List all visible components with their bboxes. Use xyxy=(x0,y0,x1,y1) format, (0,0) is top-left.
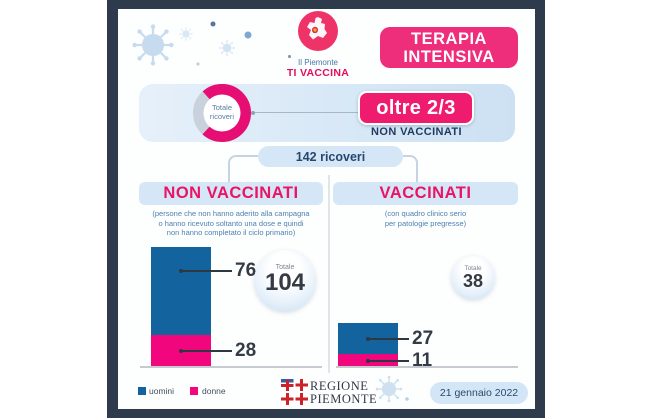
value-uomini-vacc: 27 xyxy=(412,328,434,349)
brand-line1: REGIONE xyxy=(310,379,369,393)
bracket-right xyxy=(403,155,418,184)
callout-line xyxy=(368,338,409,340)
axis-baseline xyxy=(336,366,518,368)
title-badge-line2: INTENSIVA xyxy=(403,47,495,66)
title-badge-line1: TERAPIA xyxy=(411,29,487,48)
legend-swatch-uomini xyxy=(138,387,146,395)
description-line: (con quadro clinico serio xyxy=(384,209,467,218)
total-value: 38 xyxy=(462,271,484,291)
connector-dot xyxy=(251,110,255,115)
description-non-vaccinati: (persone che non hanno aderito alla camp… xyxy=(139,209,323,238)
connector-line xyxy=(253,112,358,113)
virus-footer-icon xyxy=(374,374,409,404)
dot-decoration xyxy=(288,55,291,58)
axis-baseline xyxy=(140,366,322,368)
total-label: Totale xyxy=(464,265,482,272)
description-line: per patologie pregresse) xyxy=(384,218,467,228)
donut-center-label: Totale ricoveri xyxy=(200,103,244,121)
logo-text-line1: Il Piemonte xyxy=(297,58,339,67)
total-badge-vaccinati: Totale 38 xyxy=(451,256,495,300)
column-header-vaccinati: VACCINATI xyxy=(333,182,518,205)
bracket-left xyxy=(228,155,262,184)
total-badge-non-vaccinati: Totale 104 xyxy=(254,250,316,312)
callout-line xyxy=(368,360,409,362)
value-uomini-nonvacc: 76 xyxy=(235,260,257,281)
callout-line xyxy=(181,350,232,352)
virus-decoration-icon xyxy=(131,21,252,67)
total-value: 104 xyxy=(264,269,306,296)
piemonte-logo: Il Piemonte TI VACCINA xyxy=(276,11,360,79)
date-badge: 21 gennaio 2022 xyxy=(430,382,528,404)
description-line: o hanno ricevuto soltanto una dose e qui… xyxy=(158,218,304,228)
highlight-badge: oltre 2/3 xyxy=(358,91,474,125)
donut-label-line1: Totale xyxy=(211,103,232,112)
value-donne-vacc: 11 xyxy=(412,350,433,371)
brand-line2: PIEMONTE xyxy=(310,392,378,406)
value-donne-nonvacc: 28 xyxy=(235,340,257,361)
legend-label-donne: donne xyxy=(202,386,226,396)
description-line: non hanno completato il ciclo primario) xyxy=(166,228,296,237)
card: Il Piemonte TI VACCINA TERAPIA INTENSIVA… xyxy=(118,9,535,409)
logo-text-line2: TI VACCINA xyxy=(286,67,350,79)
title-badge: TERAPIA INTENSIVA xyxy=(380,27,518,68)
regione-piemonte-crest-icon xyxy=(281,379,308,405)
highlight-subtitle: NON VACCINATI xyxy=(371,126,462,138)
total-label: Totale xyxy=(275,264,295,271)
column-header-non-vaccinati: NON VACCINATI xyxy=(139,182,323,205)
bar-segment-uomini xyxy=(151,247,211,335)
piemonte-logo-icon xyxy=(298,11,338,51)
callout-line xyxy=(181,270,232,272)
total-ricoveri-pill: 142 ricoveri xyxy=(258,146,403,167)
donut-chart xyxy=(193,83,251,142)
column-divider xyxy=(328,175,330,373)
legend-swatch-donne xyxy=(190,387,198,395)
description-line: (persone che non hanno aderito alla camp… xyxy=(152,209,310,218)
regione-piemonte-wordmark: REGIONE PIEMONTE xyxy=(310,380,377,406)
description-vaccinati: (con quadro clinico serio per patologie … xyxy=(333,209,518,228)
legend-label-uomini: uomini xyxy=(149,386,175,396)
donut-label-line2: ricoveri xyxy=(209,112,235,121)
highlight-value: oltre 2/3 xyxy=(376,96,456,119)
